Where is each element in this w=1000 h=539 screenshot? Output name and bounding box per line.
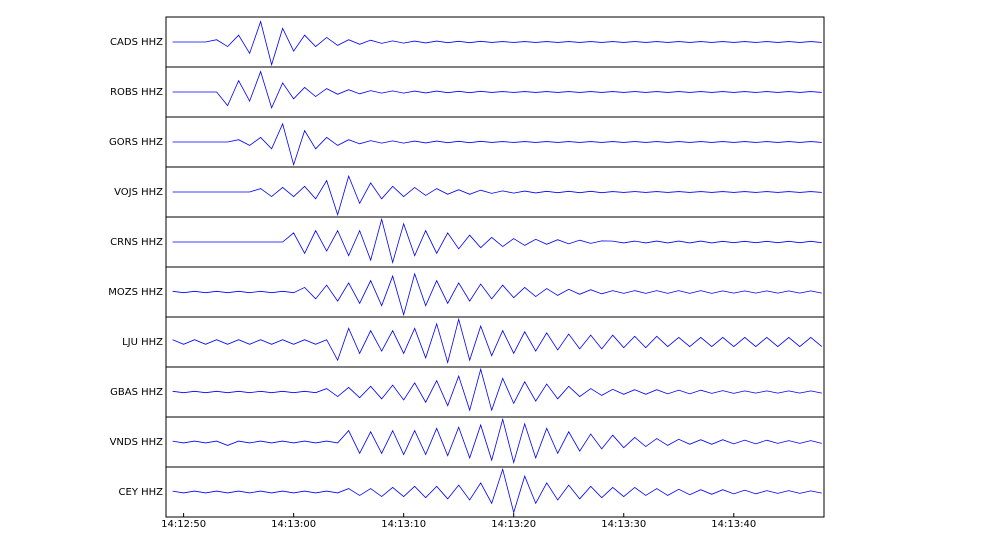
trace-label: VNDS HHZ — [110, 437, 164, 448]
waveform — [172, 217, 822, 264]
panel-frame — [165, 466, 825, 518]
x-tick-label: 14:13:40 — [711, 519, 756, 530]
x-tick-label: 14:13:10 — [381, 519, 426, 530]
waveform — [172, 272, 822, 317]
waveform — [172, 122, 822, 167]
waveform — [172, 317, 823, 364]
panel-frame — [165, 316, 825, 368]
x-tick-label: 14:13:30 — [601, 519, 646, 530]
trace-label: GBAS HHZ — [110, 387, 163, 398]
trace-label: GORS HHZ — [109, 137, 163, 148]
x-tick-label: 14:13:20 — [491, 519, 536, 530]
waveform — [172, 367, 822, 412]
x-tick-label: 14:13:00 — [271, 519, 316, 530]
waveform — [172, 70, 822, 110]
trace-label: CEY HHZ — [119, 487, 164, 498]
waveform — [172, 174, 822, 217]
trace-label: LJU HHZ — [122, 337, 163, 348]
waveform — [172, 417, 822, 464]
trace-label: VOJS HHZ — [114, 187, 163, 198]
x-tick-label: 14:12:50 — [161, 519, 206, 530]
trace-label: ROBS HHZ — [110, 87, 163, 98]
waveform — [172, 20, 822, 67]
trace-label: MOZS HHZ — [108, 287, 163, 298]
waveform — [172, 467, 822, 514]
trace-label: CRNS HHZ — [110, 237, 163, 248]
trace-label: CADS HHZ — [110, 37, 163, 48]
